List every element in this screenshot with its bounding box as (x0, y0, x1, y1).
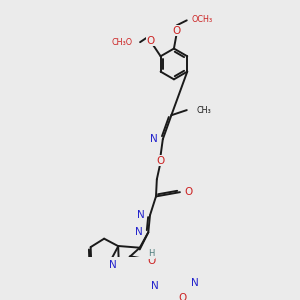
Text: CH₃: CH₃ (196, 106, 211, 115)
Text: N: N (135, 227, 142, 237)
Text: O: O (172, 26, 181, 36)
Text: O: O (148, 256, 156, 266)
Text: H: H (148, 249, 154, 258)
Text: CH₃O: CH₃O (111, 38, 132, 47)
Text: OCH₃: OCH₃ (191, 15, 212, 24)
Text: O: O (147, 36, 155, 46)
Text: N: N (136, 210, 144, 220)
Text: N: N (110, 260, 117, 270)
Text: O: O (184, 187, 193, 197)
Text: O: O (156, 155, 164, 166)
Text: N: N (151, 281, 159, 291)
Text: N: N (151, 134, 158, 144)
Text: N: N (190, 278, 198, 287)
Text: O: O (178, 293, 187, 300)
